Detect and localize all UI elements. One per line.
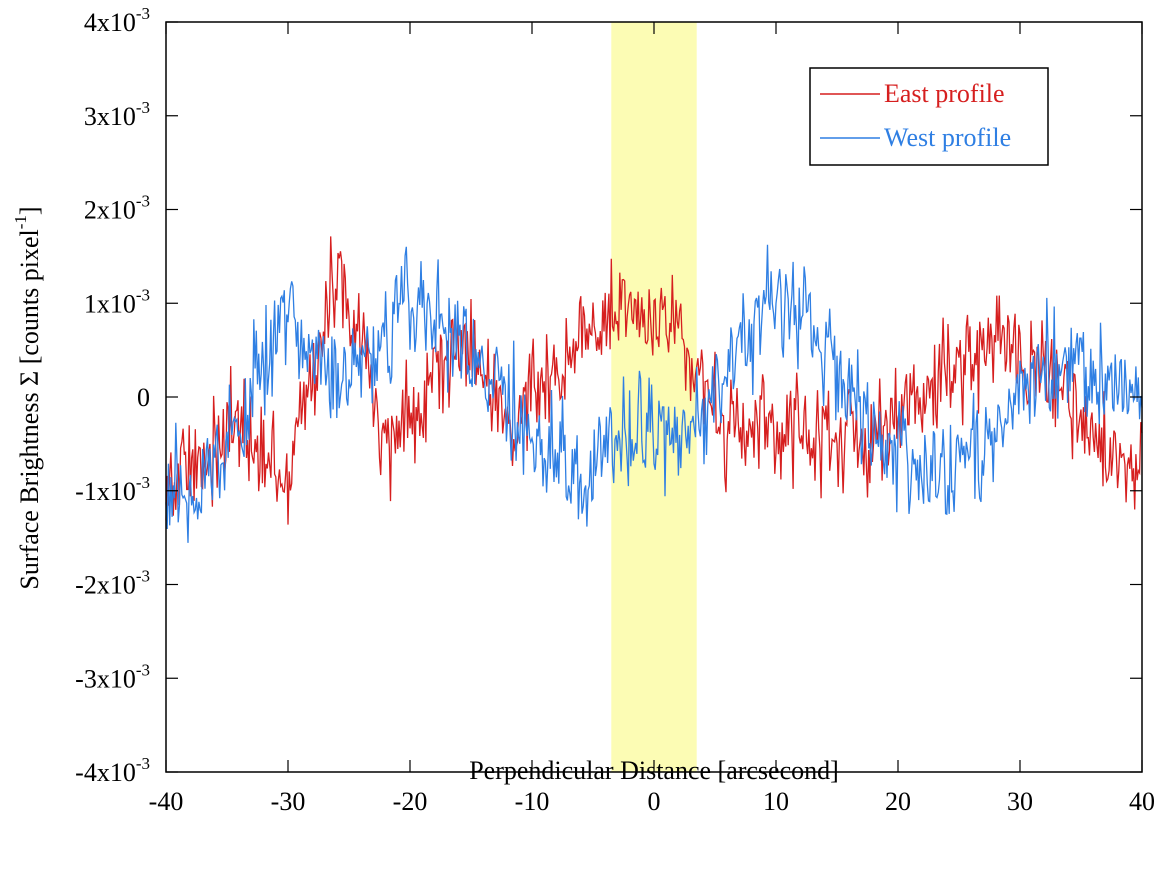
y-tick-mantissa: 2x10 [84,196,136,225]
y-tick-mantissa: 0 [137,383,150,412]
series-line-west [165,244,1143,543]
y-tick-mantissa: -4x10 [75,758,136,787]
y-tick-exponent: -3 [136,285,150,304]
y-tick-exponent: -3 [136,660,150,679]
x-tick-label: 20 [885,787,911,816]
tick-marks [165,21,1143,773]
legend: East profile West profile [809,67,1049,166]
y-tick-label: -3x10-3 [75,660,150,693]
y-axis-label-main: Surface Brightness Σ [counts pixel [15,229,44,589]
x-tick-label: 40 [1129,787,1155,816]
y-tick-mantissa: 1x10 [84,289,136,318]
y-tick-mantissa: -3x10 [75,664,136,693]
y-tick-label: -2x10-3 [75,567,150,600]
x-tick-label: -40 [149,787,184,816]
series-line-east [165,236,1143,525]
y-tick-label: -4x10-3 [75,754,150,787]
y-tick-exponent: -3 [136,567,150,586]
y-tick-exponent: -3 [136,98,150,117]
x-tick-label: 30 [1007,787,1033,816]
x-tick-label: 10 [763,787,789,816]
x-tick-labels: -40 -30 -20 -10 0 10 20 30 40 [149,787,1155,816]
highlight-band [611,22,697,772]
y-tick-label: 2x10-3 [84,192,150,225]
y-tick-label: 3x10-3 [84,98,150,131]
y-axis-label-end: ] [15,206,44,215]
y-tick-label: -1x10-3 [75,473,150,506]
y-axis-label-sup: -1 [11,215,30,229]
y-tick-mantissa: 4x10 [84,8,136,37]
legend-box [809,67,1049,166]
y-tick-exponent: -3 [136,4,150,23]
y-tick-exponent: -3 [136,473,150,492]
series-layer [165,236,1143,543]
y-tick-exponent: -3 [136,192,150,211]
y-tick-mantissa: -1x10 [75,477,136,506]
y-tick-exponent: -3 [136,754,150,773]
y-tick-label: 0 [137,383,150,412]
y-tick-label: 4x10-3 [84,4,150,37]
legend-east-label: East profile [884,79,1005,108]
y-tick-mantissa: -2x10 [75,571,136,600]
y-tick-labels: 4x10-33x10-32x10-31x10-30-1x10-3-2x10-3-… [75,4,150,787]
x-tick-label: 0 [648,787,661,816]
x-tick-label: -10 [515,787,550,816]
legend-west-label: West profile [884,123,1011,152]
y-axis-label: Surface Brightness Σ [counts pixel-1] [11,206,44,589]
y-tick-mantissa: 3x10 [84,102,136,131]
x-tick-label: -30 [271,787,306,816]
x-axis-label: Perpendicular Distance [arcsecond] [469,756,839,785]
y-tick-label: 1x10-3 [84,285,150,318]
x-tick-label: -20 [393,787,428,816]
